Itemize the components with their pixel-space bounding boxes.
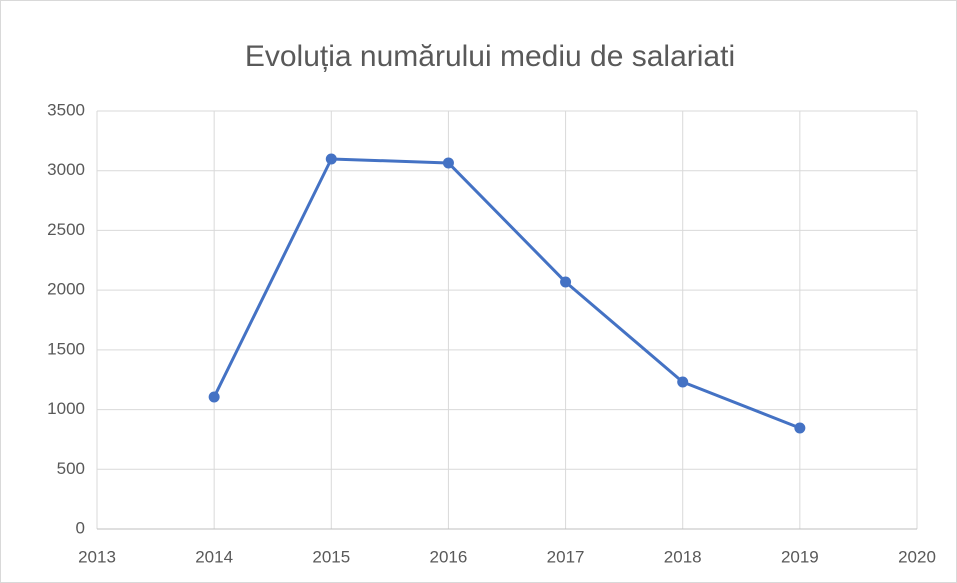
point xyxy=(442,157,454,169)
line xyxy=(212,157,801,430)
y-tick-label: 3000 xyxy=(47,160,85,179)
x-tick-label: 2015 xyxy=(312,547,350,566)
x-tick-label: 2020 xyxy=(898,547,936,566)
chart-title: Evoluția numărului mediu de salariati xyxy=(245,40,735,73)
point xyxy=(794,422,806,434)
point xyxy=(325,153,337,165)
x-tick-label: 2017 xyxy=(547,547,585,566)
y-tick-label: 1500 xyxy=(47,339,85,358)
y-tick-label: 2500 xyxy=(47,220,85,239)
point xyxy=(560,276,572,288)
y-tick-label: 1000 xyxy=(47,399,85,418)
y-tick-label: 3500 xyxy=(47,100,85,119)
point xyxy=(677,376,689,388)
x-tick-label: 2018 xyxy=(664,547,702,566)
x-tick-label: 2014 xyxy=(195,547,233,566)
x-tick-label: 2016 xyxy=(430,547,468,566)
x-tick-label: 2013 xyxy=(78,547,116,566)
point xyxy=(208,391,220,403)
y-tick-label: 500 xyxy=(57,459,85,478)
y-tick-label: 0 xyxy=(76,518,85,537)
y-tick-label: 2000 xyxy=(47,280,85,299)
x-tick-label: 2019 xyxy=(781,547,819,566)
